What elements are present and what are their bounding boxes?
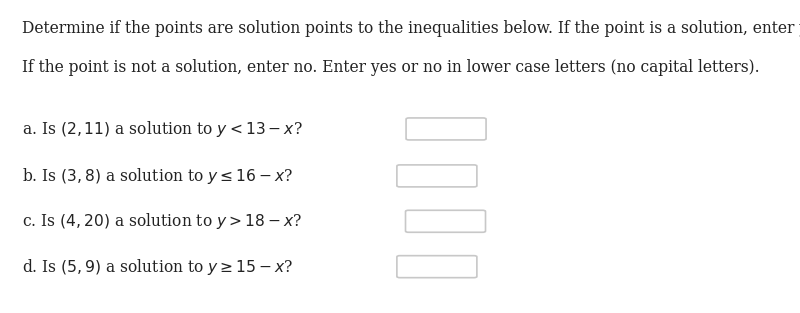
Text: a. Is $(2, 11)$ a solution to $y < 13 - x$?: a. Is $(2, 11)$ a solution to $y < 13 - …: [22, 119, 303, 139]
Text: Determine if the points are solution points to the inequalities below. If the po: Determine if the points are solution poi…: [22, 20, 800, 37]
FancyBboxPatch shape: [397, 256, 477, 278]
Text: If the point is not a solution, enter no. Enter yes or no in lower case letters : If the point is not a solution, enter no…: [22, 59, 760, 76]
Text: c. Is $(4, 20)$ a solution to $y > 18 - x$?: c. Is $(4, 20)$ a solution to $y > 18 - …: [22, 211, 302, 231]
FancyBboxPatch shape: [397, 165, 477, 187]
FancyBboxPatch shape: [406, 118, 486, 140]
Text: b. Is $(3, 8)$ a solution to $y \leq 16 - x$?: b. Is $(3, 8)$ a solution to $y \leq 16 …: [22, 166, 294, 186]
Text: d. Is $(5, 9)$ a solution to $y \geq 15 - x$?: d. Is $(5, 9)$ a solution to $y \geq 15 …: [22, 257, 294, 277]
FancyBboxPatch shape: [406, 210, 486, 232]
